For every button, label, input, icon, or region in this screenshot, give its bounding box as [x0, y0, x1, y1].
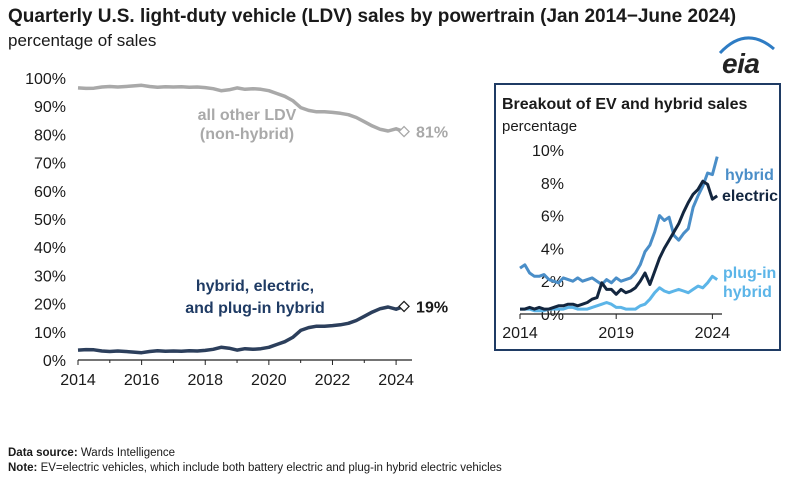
main-x-tick-label: 2018 — [187, 372, 223, 389]
main-y-tick-label: 70% — [34, 156, 66, 173]
main-y-tick-label: 10% — [34, 325, 66, 342]
end-value-label: 81% — [416, 125, 448, 142]
series-hybrid-label: hybrid — [725, 167, 774, 184]
main-y-tick-label: 0% — [43, 353, 66, 370]
data-source-line: Data source: Wards Intelligence — [8, 447, 175, 459]
inset-y-tick-label: 6% — [541, 209, 564, 226]
end-value-label: 19% — [416, 299, 448, 316]
series-other-ldv-label: all other LDV — [198, 107, 297, 124]
series-ev-total-label: hybrid, electric, — [196, 278, 314, 295]
series-electric-line — [520, 179, 719, 311]
series-other-ldv-label: (non-hybrid) — [200, 126, 294, 143]
data-source-label: Data source: — [8, 447, 78, 459]
main-y-tick-label: 30% — [34, 268, 66, 285]
series-ev-total-line — [77, 304, 405, 355]
data-source-text: Wards Intelligence — [77, 447, 176, 459]
eia-logo: eia — [722, 48, 760, 79]
main-x-tick-label: 2016 — [124, 372, 160, 389]
series-plugin-hybrid-label: plug-in — [723, 265, 776, 282]
end-point-marker — [398, 300, 410, 313]
inset-chart-title: Breakout of EV and hybrid sales — [502, 96, 748, 113]
inset-y-tick-label: 10% — [532, 143, 564, 160]
main-y-tick-label: 40% — [34, 240, 66, 257]
main-x-tick-label: 2024 — [378, 372, 414, 389]
inset-y-tick-label: 4% — [541, 241, 564, 258]
series-plugin-hybrid-label: hybrid — [723, 284, 772, 301]
main-x-tick-label: 2014 — [60, 372, 96, 389]
series-electric-label: electric — [722, 188, 778, 205]
note-label: Note: — [8, 462, 38, 474]
chart-title: Quarterly U.S. light-duty vehicle (LDV) … — [8, 6, 737, 27]
main-y-tick-label: 60% — [34, 184, 66, 201]
main-y-tick-label: 100% — [25, 71, 66, 88]
chart-subtitle: percentage of sales — [8, 31, 157, 50]
series-ev-total-label: and plug-in hybrid — [185, 300, 325, 317]
main-y-tick-label: 90% — [34, 99, 66, 116]
inset-x-tick-label: 2019 — [598, 325, 634, 342]
main-x-tick-label: 2020 — [251, 372, 287, 389]
series-hybrid-line — [519, 156, 719, 286]
inset-x-tick-label: 2014 — [502, 325, 538, 342]
main-y-tick-label: 80% — [34, 127, 66, 144]
inset-y-tick-label: 8% — [541, 176, 564, 193]
main-y-tick-label: 20% — [34, 297, 66, 314]
series-other-ldv-line — [77, 83, 405, 134]
note-line: Note: EV=electric vehicles, which includ… — [8, 462, 502, 474]
end-point-marker — [398, 125, 410, 138]
inset-x-tick-label: 2024 — [695, 325, 731, 342]
main-y-tick-label: 50% — [34, 212, 66, 229]
eia-logo-arc-icon — [718, 36, 775, 55]
inset-chart-ylabel: percentage — [502, 118, 578, 135]
main-x-tick-label: 2022 — [315, 372, 351, 389]
note-text: EV=electric vehicles, which include both… — [37, 462, 502, 474]
